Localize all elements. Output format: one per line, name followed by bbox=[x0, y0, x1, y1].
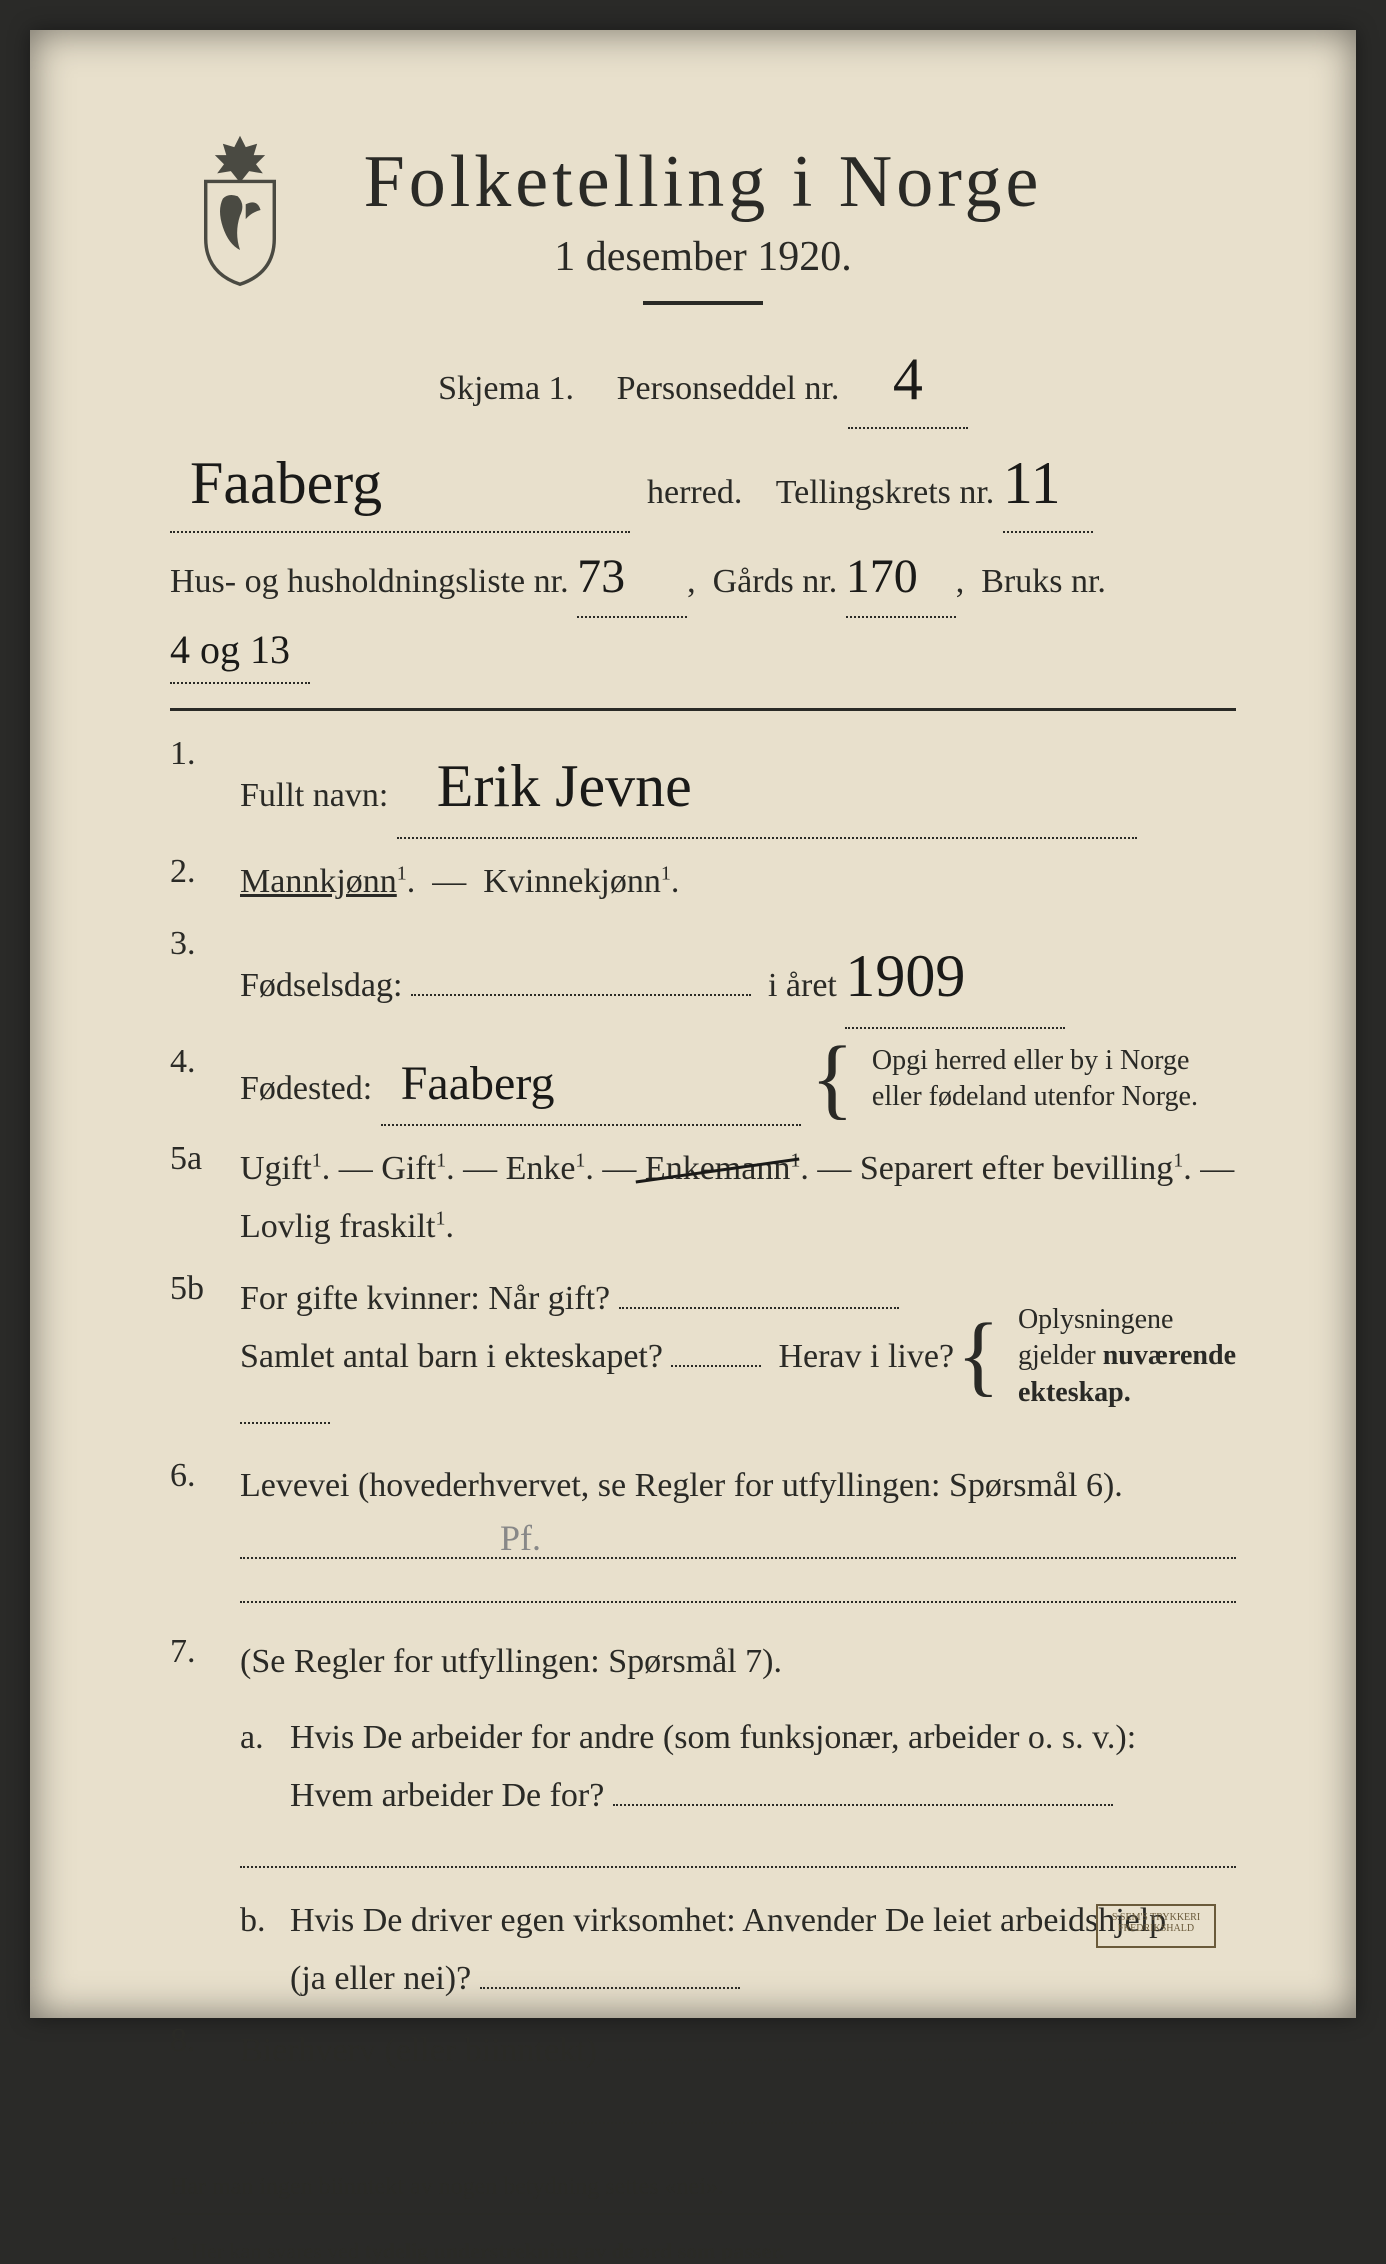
q6-num: 6. bbox=[170, 1457, 240, 1495]
q1: 1. Fullt navn: Erik Jevne bbox=[170, 735, 1236, 839]
q2-kvinne: Kvinnekjønn bbox=[483, 863, 661, 900]
q6-text: Levevei (hovederhvervet, se Regler for u… bbox=[240, 1467, 1123, 1504]
husliste-line: Hus- og husholdningsliste nr. 73, Gårds … bbox=[170, 539, 1236, 684]
stamp-l1: S.SEM'S TRYKKERI bbox=[1112, 1912, 1200, 1923]
q5b-note-l1: Oplysningene bbox=[1018, 1304, 1174, 1335]
q4-note: Opgi herred eller by i Norge eller fødel… bbox=[872, 1043, 1198, 1116]
q4-value: Faaberg bbox=[401, 1043, 555, 1125]
q7b-num: b. bbox=[240, 1892, 290, 2008]
q6-answer-line-2 bbox=[240, 1599, 1236, 1603]
q5b-l2b: Herav i live? bbox=[778, 1338, 954, 1375]
q3-year: 1909 bbox=[845, 925, 965, 1027]
q1-num: 1. bbox=[170, 735, 240, 773]
herred-line: Faaberg herred. Tellingskrets nr. 11 bbox=[170, 435, 1236, 533]
q5b-num: 5b bbox=[170, 1270, 240, 1308]
q4-note-l1: Opgi herred eller by i Norge bbox=[872, 1045, 1190, 1076]
footnote-rule bbox=[170, 2213, 1236, 2215]
bruks-nr: 4 og 13 bbox=[170, 618, 290, 682]
q6-value: Pf. bbox=[500, 1517, 541, 1559]
form-date: 1 desember 1920. bbox=[170, 233, 1236, 281]
q7: 7. (Se Regler for utfyllingen: Spørsmål … bbox=[170, 1633, 1236, 2008]
q5a-opt-2: Enke bbox=[506, 1150, 576, 1187]
census-form-page: Folketelling i Norge 1 desember 1920. Sk… bbox=[30, 30, 1356, 2018]
printer-stamp: S.SEM'S TRYKKERI FREDRIKSHALD bbox=[1096, 1904, 1216, 1948]
gards-label: Gårds nr. bbox=[713, 563, 838, 600]
q6-answer-line: Pf. bbox=[240, 1555, 1236, 1559]
q7-num: 7. bbox=[170, 1633, 240, 1671]
q3-label: Fødselsdag: bbox=[240, 967, 402, 1004]
q5b-note-l2: gjelder bbox=[1018, 1340, 1103, 1371]
q1-label: Fullt navn: bbox=[240, 777, 388, 814]
q7a-l1: Hvis De arbeider for andre (som funksjon… bbox=[290, 1719, 1136, 1756]
q7-intro: (Se Regler for utfyllingen: Spørsmål 7). bbox=[240, 1643, 782, 1680]
bruks-label: Bruks nr. bbox=[981, 563, 1106, 600]
header-rule bbox=[643, 301, 763, 305]
q8: 8. Bierhverv (eller biinntekt) bbox=[170, 2022, 1236, 2080]
q7b-l1: Hvis De driver egen virksomhet: Anvender… bbox=[290, 1902, 1166, 1939]
q5b-note-l3: ekteskap. bbox=[1018, 1377, 1131, 1408]
q7a-l2: Hvem arbeider De for? bbox=[290, 1777, 604, 1814]
gards-nr: 170 bbox=[846, 539, 918, 616]
q5a: 5a Ugift1. — Gift1. — Enke1. — Enkemann1… bbox=[170, 1140, 1236, 1256]
q3: 3. Fødselsdag: i året 1909 bbox=[170, 925, 1236, 1029]
q2-num: 2. bbox=[170, 853, 240, 891]
herred-value: Faaberg bbox=[190, 435, 382, 531]
q2: 2. Mannkjønn1. — Kvinnekjønn1. bbox=[170, 853, 1236, 911]
footnote-2: 1 Her kan svares ved tydelig understrekn… bbox=[170, 2233, 1236, 2264]
q5b: 5b For gifte kvinner: Når gift? Samlet a… bbox=[170, 1270, 1236, 1443]
footnote-1: Har man ingen biinntekt av nogen betydni… bbox=[170, 2174, 1236, 2201]
personseddel-label: Personseddel nr. bbox=[617, 370, 840, 407]
q5a-opt-3: Enkemann bbox=[645, 1150, 790, 1187]
q1-value: Erik Jevne bbox=[437, 735, 692, 837]
stamp-l2: FREDRIKSHALD bbox=[1118, 1923, 1194, 1934]
q4: 4. Fødested: Faaberg { Opgi herred eller… bbox=[170, 1043, 1236, 1127]
coat-of-arms-icon bbox=[180, 130, 300, 290]
q3-num: 3. bbox=[170, 925, 240, 963]
q5a-opt-4: Separert efter bevilling bbox=[860, 1150, 1173, 1187]
skjema-line: Skjema 1. Personseddel nr. 4 bbox=[170, 331, 1236, 429]
q5a-num: 5a bbox=[170, 1140, 240, 1178]
herred-label: herred. bbox=[647, 474, 742, 511]
q4-note-l2: eller fødeland utenfor Norge. bbox=[872, 1081, 1198, 1112]
q7a-extra-line bbox=[240, 1864, 1236, 1868]
skjema-label: Skjema 1. bbox=[438, 370, 574, 407]
q4-label: Fødested: bbox=[240, 1070, 372, 1107]
q5a-opt-0: Ugift bbox=[240, 1150, 312, 1187]
q8-extra-line bbox=[240, 2120, 1236, 2124]
q5a-line2: Lovlig fraskilt bbox=[240, 1208, 435, 1245]
divider-1 bbox=[170, 708, 1236, 711]
q8-label: Bierhverv (eller biinntekt) bbox=[240, 2032, 597, 2069]
q7b-l2: (ja eller nei)? bbox=[290, 1960, 471, 1997]
q4-num: 4. bbox=[170, 1043, 240, 1081]
footnote-2-sup: 1 bbox=[170, 2233, 180, 2255]
q5b-l1a: For gifte kvinner: Når gift? bbox=[240, 1280, 610, 1317]
q5b-note: Oplysningene gjelder nuværende ekteskap. bbox=[1018, 1302, 1236, 1411]
q2-mann: Mannkjønn bbox=[240, 863, 397, 900]
q3-i-aret: i året bbox=[768, 967, 837, 1004]
husliste-label: Hus- og husholdningsliste nr. bbox=[170, 563, 569, 600]
form-header: Folketelling i Norge 1 desember 1920. bbox=[170, 140, 1236, 305]
q8-num: 8. bbox=[170, 2022, 240, 2060]
tellingskrets-label: Tellingskrets nr. bbox=[776, 474, 995, 511]
tellingskrets-nr: 11 bbox=[1003, 435, 1061, 531]
husliste-nr: 73 bbox=[577, 539, 625, 616]
q5b-l2a: Samlet antal barn i ekteskapet? bbox=[240, 1338, 663, 1375]
form-title: Folketelling i Norge bbox=[170, 140, 1236, 225]
q6: 6. Levevei (hovederhvervet, se Regler fo… bbox=[170, 1457, 1236, 1515]
q7a-num: a. bbox=[240, 1709, 290, 1825]
q5a-opt-1: Gift bbox=[381, 1150, 436, 1187]
footnote-2-text: Her kan svares ved tydelig understreknin… bbox=[191, 2238, 784, 2263]
personseddel-nr: 4 bbox=[893, 331, 923, 427]
q5b-note-l2b: nuværende bbox=[1103, 1340, 1236, 1371]
